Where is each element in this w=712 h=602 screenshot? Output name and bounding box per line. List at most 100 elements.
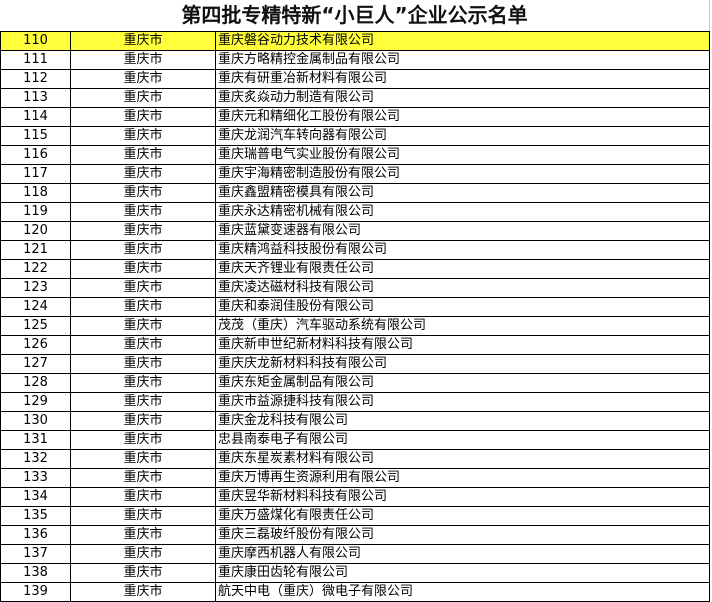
city-cell[interactable]: 重庆市 xyxy=(70,126,216,146)
company-name-cell[interactable]: 重庆蓝黛变速器有限公司 xyxy=(215,221,710,241)
table-row: 115 重庆市 重庆龙润汽车转向器有限公司 xyxy=(0,126,710,146)
table-row: 123 重庆市 重庆凌达磁材科技有限公司 xyxy=(0,278,710,298)
company-name-cell[interactable]: 重庆磐谷动力技术有限公司 xyxy=(215,31,710,51)
city-cell[interactable]: 重庆市 xyxy=(70,50,216,70)
city-cell[interactable]: 重庆市 xyxy=(70,335,216,355)
row-number-cell[interactable]: 130 xyxy=(0,411,71,431)
row-number-cell[interactable]: 124 xyxy=(0,297,71,317)
company-name-cell[interactable]: 航天中电（重庆）微电子有限公司 xyxy=(215,582,710,602)
city-cell[interactable]: 重庆市 xyxy=(70,145,216,165)
row-number-cell[interactable]: 136 xyxy=(0,525,71,545)
company-name-cell[interactable]: 重庆永达精密机械有限公司 xyxy=(215,202,710,222)
company-name-cell[interactable]: 重庆鑫盟精密模具有限公司 xyxy=(215,183,710,203)
company-name-cell[interactable]: 重庆精鸿益科技股份有限公司 xyxy=(215,240,710,260)
company-name-cell[interactable]: 重庆方略精控金属制品有限公司 xyxy=(215,50,710,70)
city-cell[interactable]: 重庆市 xyxy=(70,525,216,545)
company-name-cell[interactable]: 重庆东矩金属制品有限公司 xyxy=(215,373,710,393)
row-number-cell[interactable]: 126 xyxy=(0,335,71,355)
company-name-cell[interactable]: 重庆康田齿轮有限公司 xyxy=(215,563,710,583)
company-name-cell[interactable]: 重庆金龙科技有限公司 xyxy=(215,411,710,431)
company-name-cell[interactable]: 忠县南泰电子有限公司 xyxy=(215,430,710,450)
city-cell[interactable]: 重庆市 xyxy=(70,392,216,412)
company-name-cell[interactable]: 茂茂（重庆）汽车驱动系统有限公司 xyxy=(215,316,710,336)
company-name-cell[interactable]: 重庆东星炭素材料有限公司 xyxy=(215,449,710,469)
city-cell[interactable]: 重庆市 xyxy=(70,164,216,184)
city-cell[interactable]: 重庆市 xyxy=(70,449,216,469)
city-cell[interactable]: 重庆市 xyxy=(70,544,216,564)
row-number-cell[interactable]: 115 xyxy=(0,126,71,146)
row-number-cell[interactable]: 134 xyxy=(0,487,71,507)
city-cell[interactable]: 重庆市 xyxy=(70,183,216,203)
city-cell[interactable]: 重庆市 xyxy=(70,202,216,222)
company-name-cell[interactable]: 重庆有研重冶新材料有限公司 xyxy=(215,69,710,89)
row-number-cell[interactable]: 132 xyxy=(0,449,71,469)
table-row: 125 重庆市 茂茂（重庆）汽车驱动系统有限公司 xyxy=(0,316,710,336)
row-number-cell[interactable]: 135 xyxy=(0,506,71,526)
row-number-cell[interactable]: 139 xyxy=(0,582,71,602)
company-name-cell[interactable]: 重庆市益源捷科技有限公司 xyxy=(215,392,710,412)
row-number-cell[interactable]: 127 xyxy=(0,354,71,374)
row-number-cell[interactable]: 129 xyxy=(0,392,71,412)
row-number-cell[interactable]: 138 xyxy=(0,563,71,583)
row-number-cell[interactable]: 118 xyxy=(0,183,71,203)
company-name-cell[interactable]: 重庆三磊玻纤股份有限公司 xyxy=(215,525,710,545)
company-name-cell[interactable]: 重庆庆龙新材料科技有限公司 xyxy=(215,354,710,374)
city-cell[interactable]: 重庆市 xyxy=(70,259,216,279)
row-number-cell[interactable]: 117 xyxy=(0,164,71,184)
city-cell[interactable]: 重庆市 xyxy=(70,278,216,298)
city-cell[interactable]: 重庆市 xyxy=(70,411,216,431)
row-number-cell[interactable]: 128 xyxy=(0,373,71,393)
row-number-cell[interactable]: 110 xyxy=(0,31,71,51)
table-row: 117 重庆市 重庆宇海精密制造股份有限公司 xyxy=(0,164,710,184)
row-number-cell[interactable]: 119 xyxy=(0,202,71,222)
city-cell[interactable]: 重庆市 xyxy=(70,563,216,583)
company-name-cell[interactable]: 重庆龙润汽车转向器有限公司 xyxy=(215,126,710,146)
row-number-cell[interactable]: 112 xyxy=(0,69,71,89)
table-row: 132 重庆市 重庆东星炭素材料有限公司 xyxy=(0,449,710,469)
company-name-cell[interactable]: 重庆摩西机器人有限公司 xyxy=(215,544,710,564)
company-name-cell[interactable]: 重庆万博再生资源利用有限公司 xyxy=(215,468,710,488)
row-number-cell[interactable]: 131 xyxy=(0,430,71,450)
row-number-cell[interactable]: 113 xyxy=(0,88,71,108)
city-cell[interactable]: 重庆市 xyxy=(70,69,216,89)
row-number-cell[interactable]: 116 xyxy=(0,145,71,165)
company-name-cell[interactable]: 重庆天齐锂业有限责任公司 xyxy=(215,259,710,279)
company-name-cell[interactable]: 重庆瑞普电气实业股份有限公司 xyxy=(215,145,710,165)
city-cell[interactable]: 重庆市 xyxy=(70,468,216,488)
city-cell[interactable]: 重庆市 xyxy=(70,316,216,336)
company-name-cell[interactable]: 重庆炙焱动力制造有限公司 xyxy=(215,88,710,108)
city-cell[interactable]: 重庆市 xyxy=(70,88,216,108)
city-cell[interactable]: 重庆市 xyxy=(70,506,216,526)
city-cell[interactable]: 重庆市 xyxy=(70,487,216,507)
row-number-cell[interactable]: 123 xyxy=(0,278,71,298)
company-name-cell[interactable]: 重庆万盛煤化有限责任公司 xyxy=(215,506,710,526)
city-cell[interactable]: 重庆市 xyxy=(70,354,216,374)
table-row: 124 重庆市 重庆和泰润佳股份有限公司 xyxy=(0,297,710,317)
row-number-cell[interactable]: 137 xyxy=(0,544,71,564)
company-name-cell[interactable]: 重庆元和精细化工股份有限公司 xyxy=(215,107,710,127)
row-number-cell[interactable]: 133 xyxy=(0,468,71,488)
row-number-cell[interactable]: 122 xyxy=(0,259,71,279)
table-row: 133 重庆市 重庆万博再生资源利用有限公司 xyxy=(0,468,710,488)
row-number-cell[interactable]: 121 xyxy=(0,240,71,260)
company-name-cell[interactable]: 重庆宇海精密制造股份有限公司 xyxy=(215,164,710,184)
company-name-cell[interactable]: 重庆新申世纪新材料科技有限公司 xyxy=(215,335,710,355)
company-name-cell[interactable]: 重庆凌达磁材科技有限公司 xyxy=(215,278,710,298)
table-row: 112 重庆市 重庆有研重冶新材料有限公司 xyxy=(0,69,710,89)
city-cell[interactable]: 重庆市 xyxy=(70,373,216,393)
city-cell[interactable]: 重庆市 xyxy=(70,240,216,260)
row-number-cell[interactable]: 120 xyxy=(0,221,71,241)
company-name-cell[interactable]: 重庆和泰润佳股份有限公司 xyxy=(215,297,710,317)
city-cell[interactable]: 重庆市 xyxy=(70,430,216,450)
table-row: 111 重庆市 重庆方略精控金属制品有限公司 xyxy=(0,50,710,70)
city-cell[interactable]: 重庆市 xyxy=(70,31,216,51)
row-number-cell[interactable]: 114 xyxy=(0,107,71,127)
city-cell[interactable]: 重庆市 xyxy=(70,221,216,241)
row-number-cell[interactable]: 111 xyxy=(0,50,71,70)
company-name-cell[interactable]: 重庆昱华新材料科技有限公司 xyxy=(215,487,710,507)
table-row: 121 重庆市 重庆精鸿益科技股份有限公司 xyxy=(0,240,710,260)
city-cell[interactable]: 重庆市 xyxy=(70,297,216,317)
city-cell[interactable]: 重庆市 xyxy=(70,582,216,602)
city-cell[interactable]: 重庆市 xyxy=(70,107,216,127)
row-number-cell[interactable]: 125 xyxy=(0,316,71,336)
